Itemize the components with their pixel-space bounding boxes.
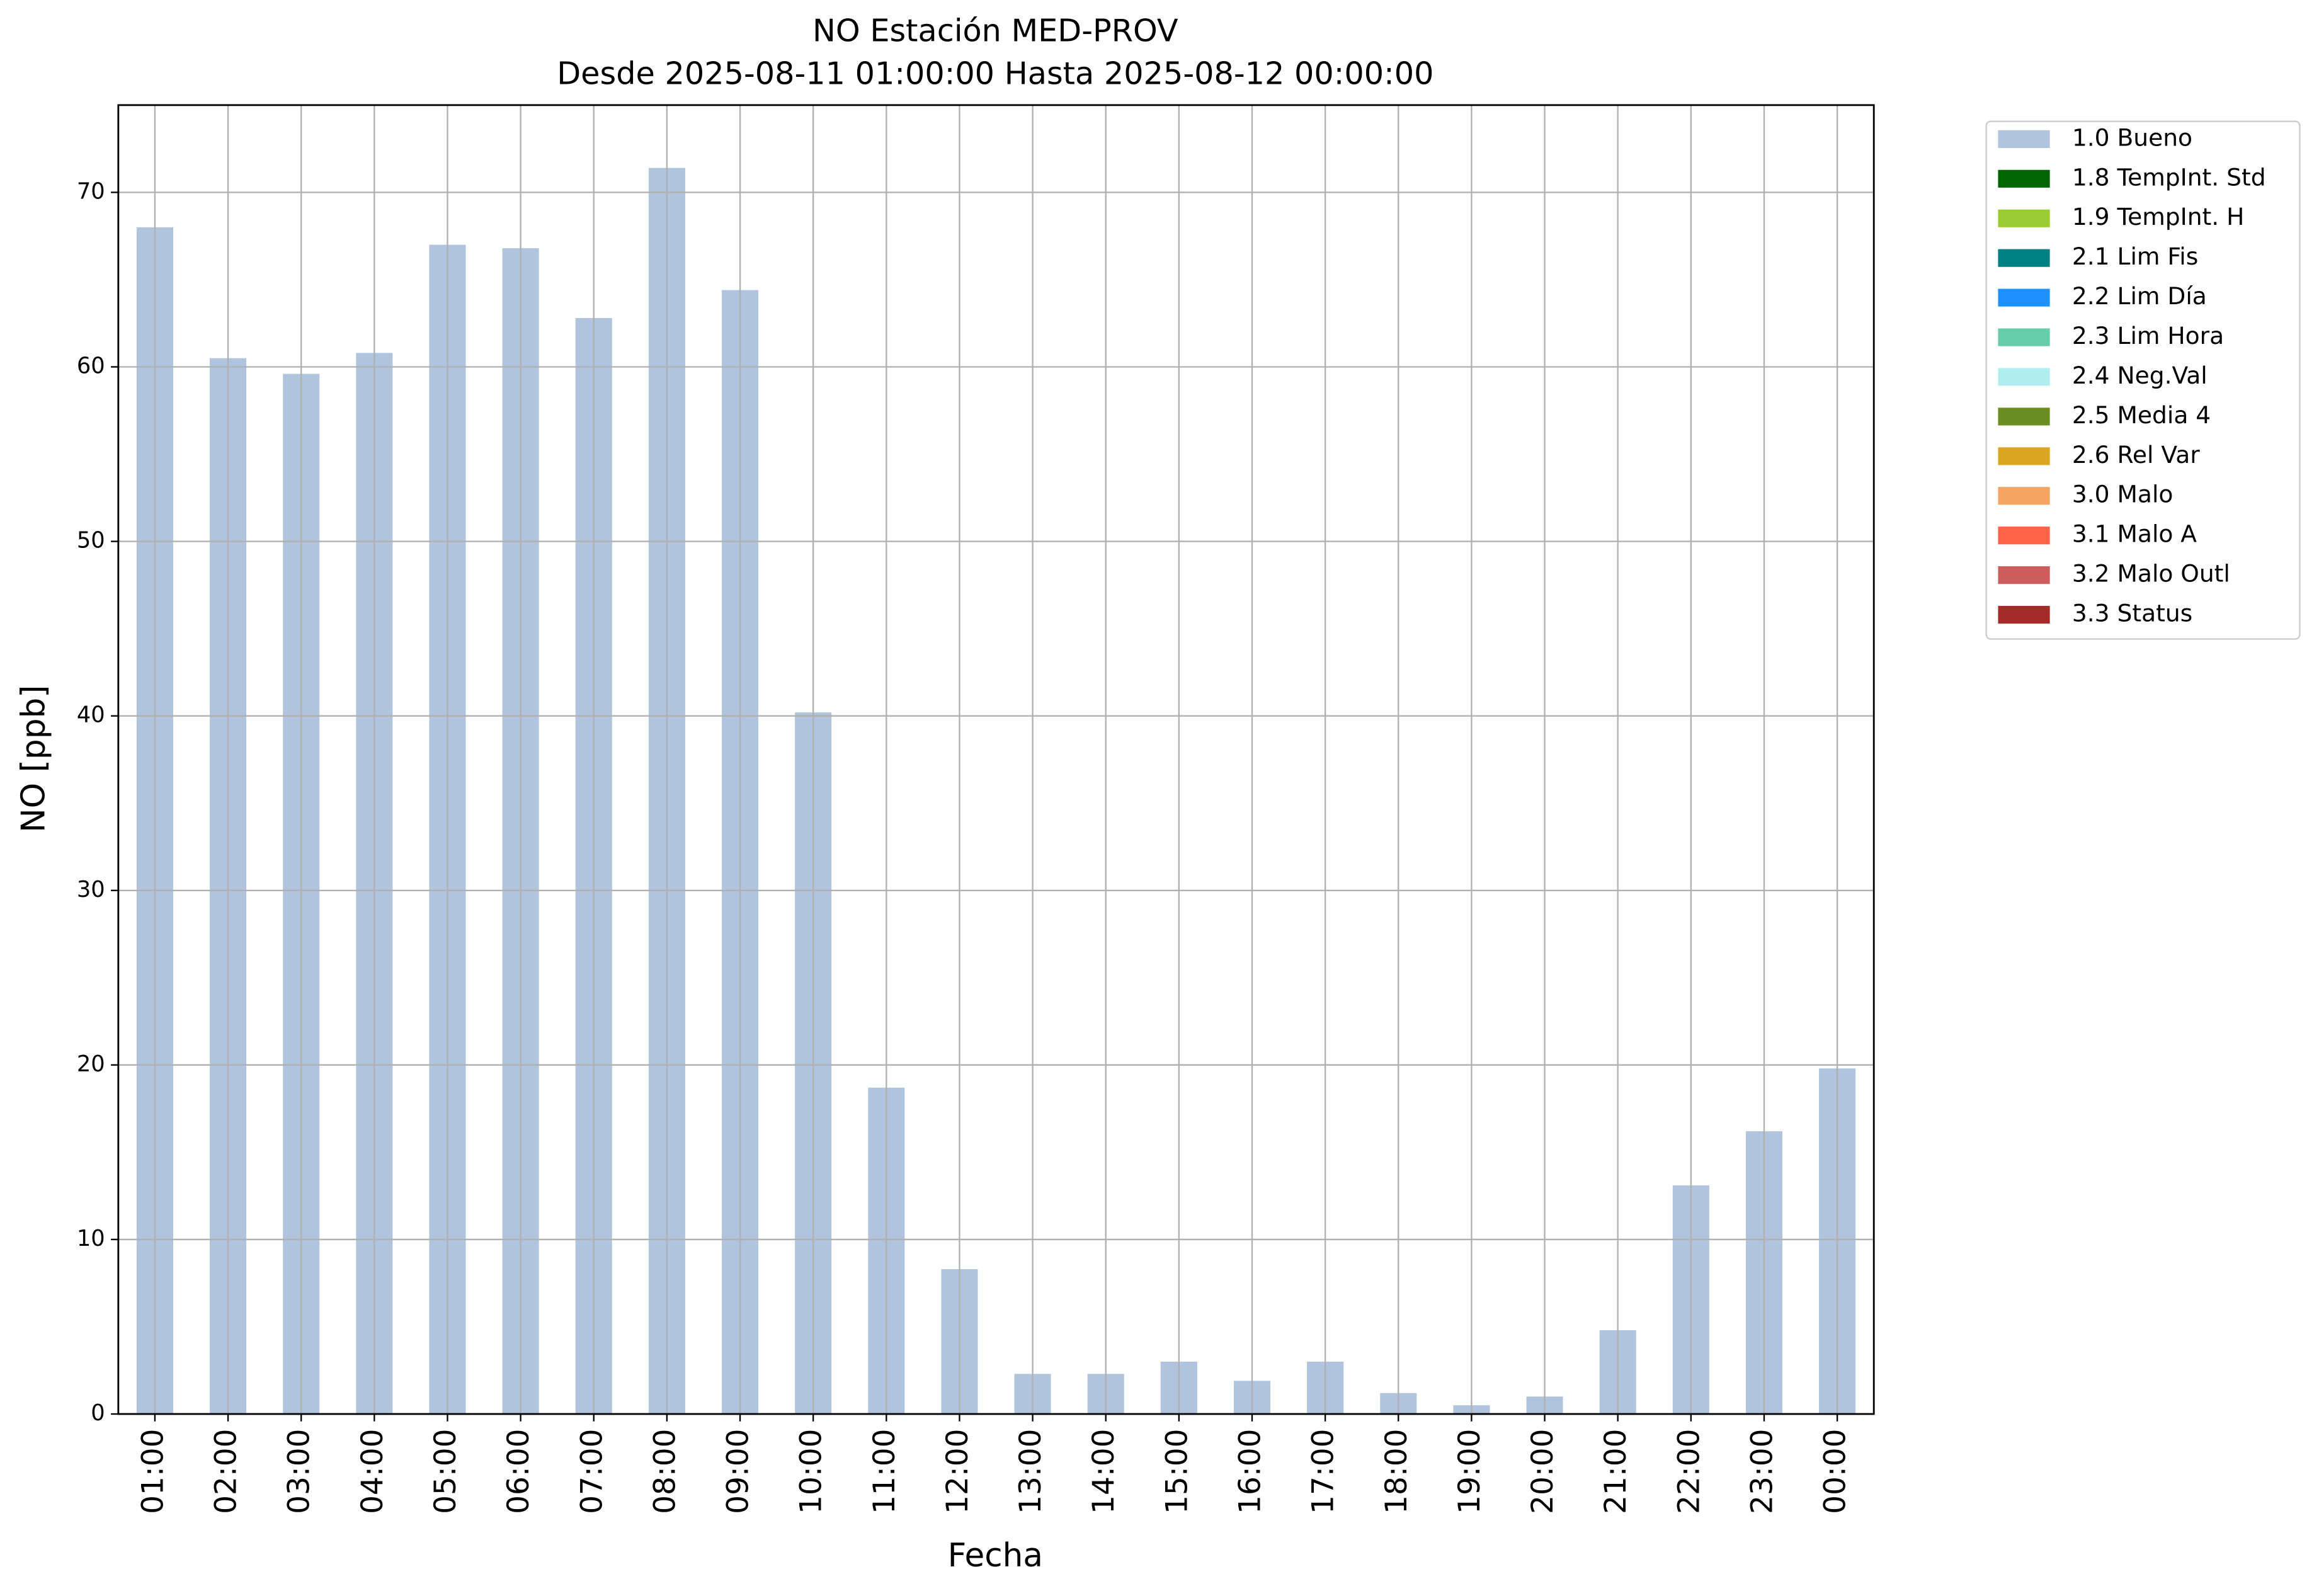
legend-label: 2.1 Lim Fis — [2072, 242, 2198, 270]
x-tick-label: 15:00 — [1160, 1429, 1194, 1514]
x-tick-label: 13:00 — [1013, 1429, 1048, 1514]
x-tick-label: 19:00 — [1452, 1429, 1487, 1514]
legend-swatch — [1998, 328, 2050, 346]
y-axis-label: NO [ppb] — [14, 685, 52, 833]
x-tick-label: 18:00 — [1379, 1429, 1414, 1514]
x-tick-label: 14:00 — [1086, 1429, 1121, 1514]
legend-label: 2.2 Lim Día — [2072, 282, 2207, 310]
x-axis-label: Fecha — [948, 1537, 1043, 1575]
x-tick-label: 07:00 — [574, 1429, 609, 1514]
x-tick-label: 23:00 — [1745, 1429, 1779, 1514]
x-tick-label: 01:00 — [135, 1429, 170, 1514]
plot-frame — [117, 104, 1875, 1415]
legend-label: 2.5 Media 4 — [2072, 401, 2211, 429]
y-tick-label: 10 — [77, 1226, 105, 1251]
legend-swatch — [1998, 566, 2050, 584]
x-tick-label: 05:00 — [428, 1429, 463, 1514]
x-tick-label: 12:00 — [940, 1429, 975, 1514]
legend-swatch — [1998, 130, 2050, 148]
legend-swatch — [1998, 249, 2050, 267]
x-tick-label: 16:00 — [1233, 1429, 1268, 1514]
chart-title: NO Estación MED-PROV — [812, 12, 1178, 48]
x-tick-label: 10:00 — [794, 1429, 829, 1514]
legend-swatch — [1998, 209, 2050, 227]
legend-label: 1.9 TempInt. H — [2072, 203, 2245, 231]
x-tick-label: 09:00 — [721, 1429, 756, 1514]
legend-swatch — [1998, 605, 2050, 624]
x-tick-label: 04:00 — [355, 1429, 390, 1514]
x-tick-label: 21:00 — [1598, 1429, 1633, 1514]
legend-swatch — [1998, 487, 2050, 505]
legend-label: 1.0 Bueno — [2072, 123, 2192, 151]
legend-label: 2.4 Neg.Val — [2072, 362, 2208, 389]
legend-label: 1.8 TempInt. Std — [2072, 163, 2266, 191]
legend-swatch — [1998, 368, 2050, 386]
y-tick-label: 40 — [77, 702, 105, 728]
y-tick-label: 70 — [77, 178, 105, 204]
legend-label: 3.0 Malo — [2072, 481, 2174, 508]
x-tick-label: 03:00 — [282, 1429, 317, 1514]
y-tick-label: 30 — [77, 877, 105, 903]
legend-label: 2.6 Rel Var — [2072, 441, 2200, 469]
x-tick-label: 00:00 — [1818, 1429, 1853, 1514]
x-tick-label: 02:00 — [209, 1429, 244, 1514]
x-tick-label: 17:00 — [1306, 1429, 1341, 1514]
x-tick-label: 08:00 — [647, 1429, 682, 1514]
legend-label: 2.3 Lim Hora — [2072, 322, 2224, 350]
legend-label: 3.2 Malo Outl — [2072, 560, 2230, 588]
y-tick-label: 0 — [91, 1400, 105, 1426]
legend-swatch — [1998, 408, 2050, 426]
legend-label: 3.3 Status — [2072, 600, 2192, 627]
x-tick-label: 22:00 — [1672, 1429, 1706, 1514]
x-tick-label: 11:00 — [867, 1429, 902, 1514]
y-tick-label: 50 — [77, 528, 105, 554]
x-tick-label: 06:00 — [501, 1429, 536, 1514]
legend-swatch — [1998, 288, 2050, 307]
legend-label: 3.1 Malo A — [2072, 520, 2197, 548]
legend-swatch — [1998, 527, 2050, 545]
x-tick-label: 20:00 — [1525, 1429, 1560, 1514]
legend: 1.0 Bueno 1.8 TempInt. Std 1.9 TempInt. H 2… — [1985, 120, 2301, 640]
y-tick-label: 60 — [77, 353, 105, 379]
legend-swatch — [1998, 169, 2050, 188]
legend-box — [1985, 120, 2301, 640]
chart-subtitle: Desde 2025-08-11 01:00:00 Hasta 2025-08-… — [557, 55, 1433, 91]
legend-swatch — [1998, 447, 2050, 465]
plot-area: 0 10 20 30 40 50 60 70 01:00 02:00 03:00 04:00 05:00… — [77, 104, 1875, 1514]
y-tick-label: 20 — [77, 1051, 105, 1077]
